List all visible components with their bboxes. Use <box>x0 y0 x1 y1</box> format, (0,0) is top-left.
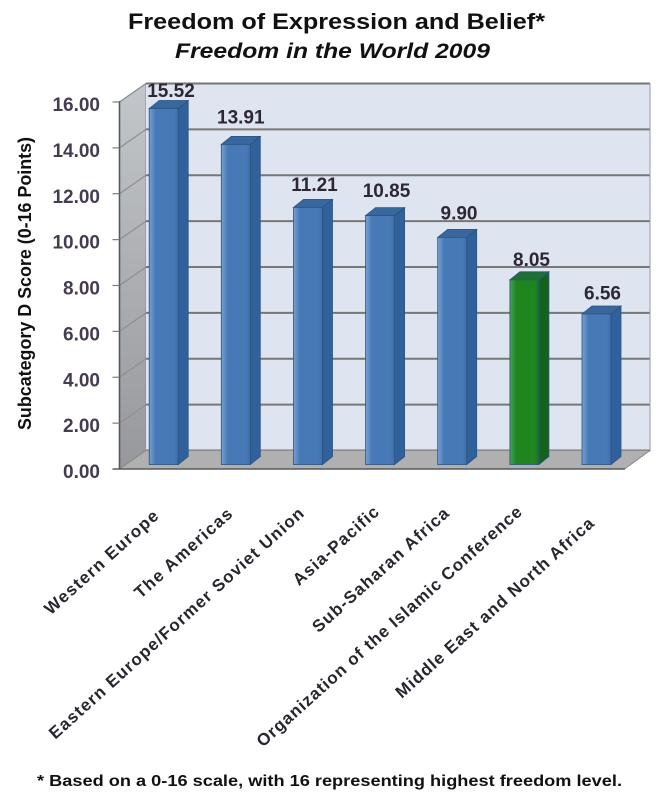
svg-text:Subcategory D Score (0-16 Poin: Subcategory D Score (0-16 Points) <box>15 137 35 430</box>
svg-text:8.00: 8.00 <box>63 279 100 300</box>
svg-text:0.00: 0.00 <box>63 462 100 483</box>
svg-text:12.00: 12.00 <box>52 187 100 208</box>
svg-text:9.90: 9.90 <box>441 204 478 225</box>
svg-text:Freedom in the World 2009: Freedom in the World 2009 <box>175 40 490 63</box>
svg-text:Freedom of Expression and Beli: Freedom of Expression and Belief* <box>128 9 545 34</box>
svg-text:8.05: 8.05 <box>513 250 550 271</box>
svg-text:11.21: 11.21 <box>291 175 338 196</box>
svg-text:6.56: 6.56 <box>584 284 621 305</box>
svg-text:10.00: 10.00 <box>52 233 100 254</box>
svg-text:2.00: 2.00 <box>63 416 100 437</box>
svg-text:* Based on a 0-16 scale, with: * Based on a 0-16 scale, with 16 represe… <box>37 773 622 790</box>
svg-text:6.00: 6.00 <box>63 324 100 345</box>
svg-text:4.00: 4.00 <box>63 370 100 391</box>
svg-text:16.00: 16.00 <box>52 95 100 116</box>
svg-text:15.52: 15.52 <box>147 81 195 102</box>
svg-text:13.91: 13.91 <box>217 108 265 129</box>
svg-text:10.85: 10.85 <box>363 181 411 202</box>
svg-text:14.00: 14.00 <box>52 141 100 162</box>
